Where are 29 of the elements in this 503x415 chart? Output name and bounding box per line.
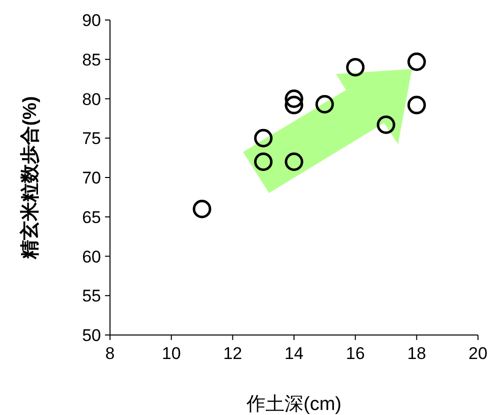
y-axis-title: 精玄米粒数歩合(%) [19,96,41,260]
point [284,96,304,114]
y-tick-label: 65 [82,208,101,227]
x-tick-label: 20 [468,344,488,363]
x-tick-label: 16 [346,344,365,363]
y-tick-label: 50 [82,326,101,345]
y-tick-label: 85 [82,50,101,70]
point [254,152,273,171]
x-tick-label: 8 [105,344,115,363]
y-tick-label: 55 [82,286,101,306]
point [315,95,334,114]
y-tick-label: 90 [82,11,101,30]
x-axis-title: 作土深(cm) [246,394,342,415]
point [407,96,426,114]
x-tick-label: 18 [407,344,426,363]
point [407,52,426,71]
x-tick-label: 10 [162,344,181,363]
point [254,128,273,148]
point [192,200,212,218]
y-tick-label: 75 [82,129,101,148]
y-tick-label: 80 [82,90,101,109]
point [376,115,396,134]
x-tick-label: 14 [284,344,304,363]
point [284,90,304,108]
point [346,58,365,76]
y-tick-label: 60 [82,247,101,266]
x-tick-label: 12 [223,344,242,363]
y-tick-label: 70 [82,168,101,188]
point [284,152,304,171]
